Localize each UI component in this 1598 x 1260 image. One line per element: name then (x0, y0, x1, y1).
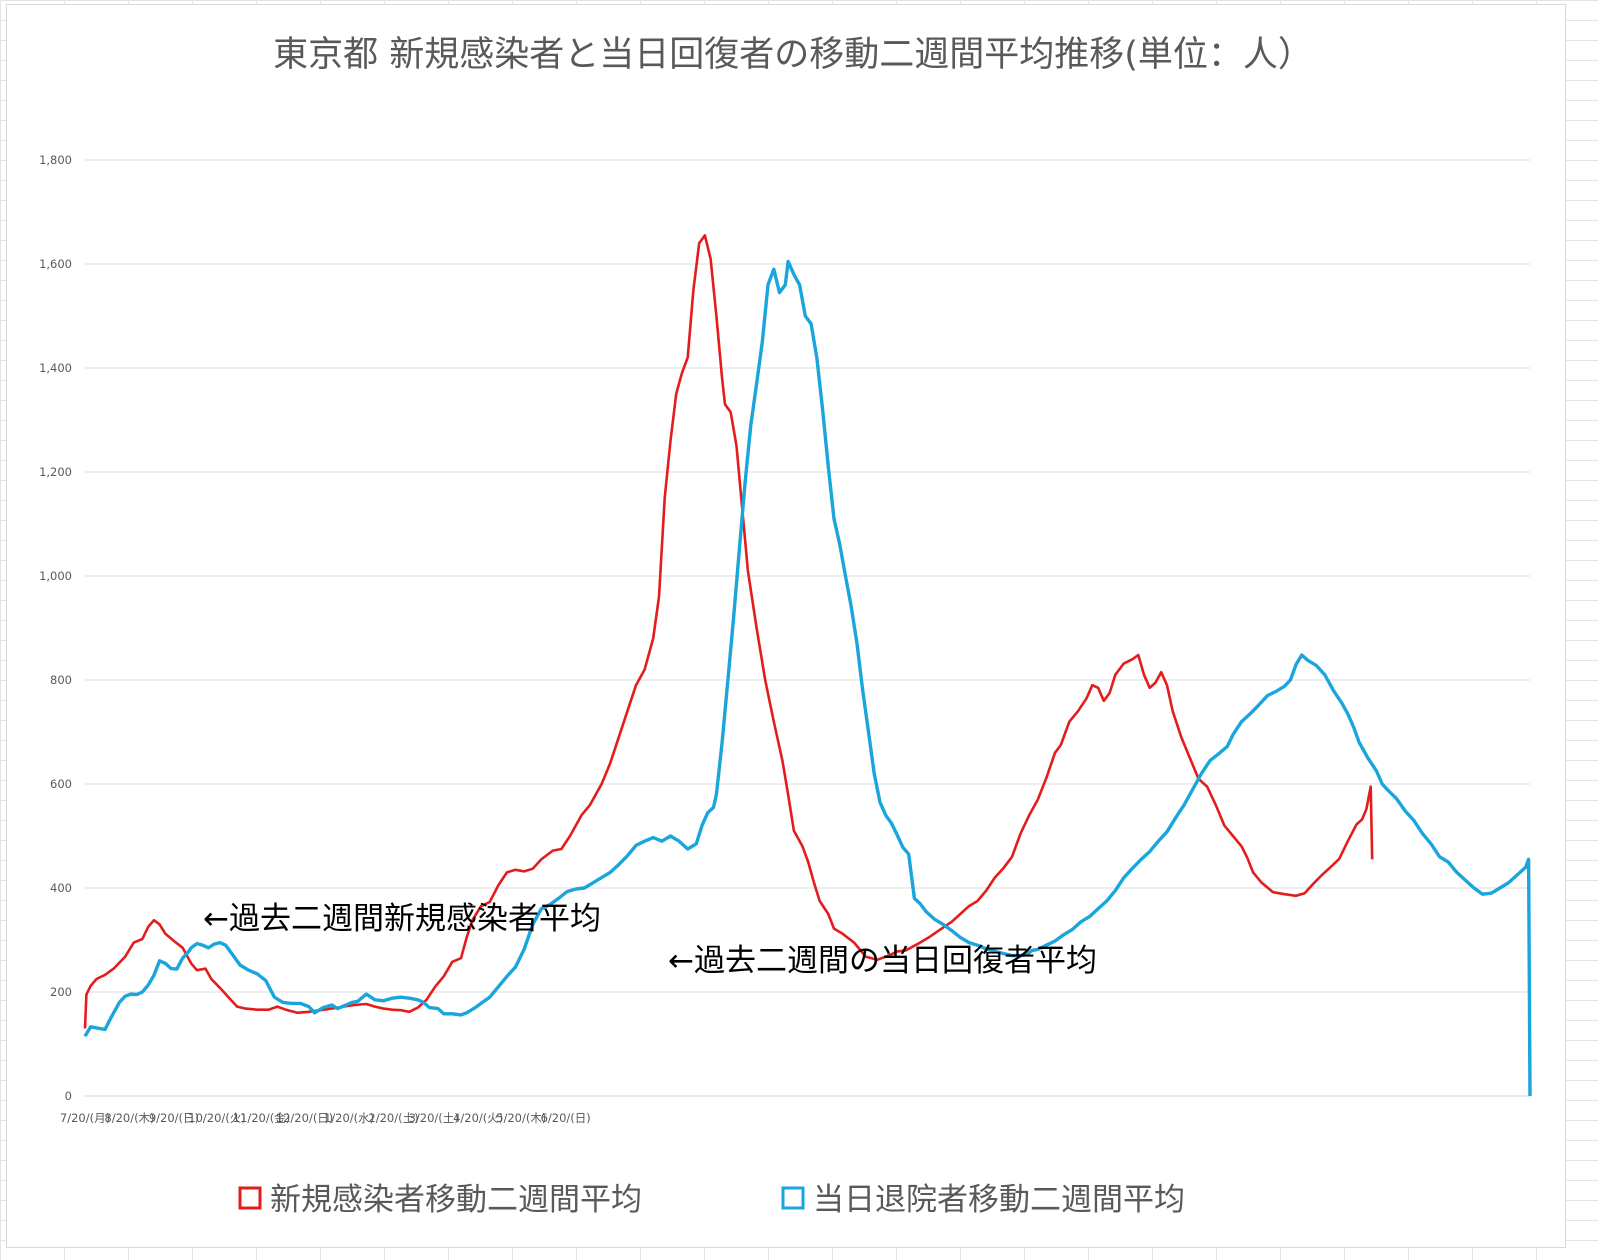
legend: 新規感染者移動二週間平均 当日退院者移動二週間平均 (238, 1182, 1185, 1218)
legend-marker-new-cases (238, 1186, 262, 1210)
y-tick-label: 1,200 (39, 465, 72, 479)
x-tick-label: 1/20/(水) (324, 1111, 374, 1125)
series-line-recovered (83, 259, 1532, 1097)
x-tick-label: 11/20/(金) (233, 1111, 291, 1125)
legend-label-recovered: 当日退院者移動二週間平均 (813, 1182, 1185, 1218)
y-tick-label: 0 (65, 1089, 72, 1103)
y-tick-label: 600 (50, 777, 72, 791)
series-line-new-cases (83, 234, 1374, 1029)
x-tick-label: 9/20/(日) (149, 1111, 199, 1125)
chart-title: 東京都 新規感染者と当日回復者の移動二週間平均推移(単位：人） (273, 35, 1313, 75)
y-tick-label: 1,400 (39, 361, 72, 375)
y-axis-tick-labels: 0 200 400 600 800 1,000 1,200 1,400 1,600 1,800 (39, 153, 72, 1103)
annotation-new-cases: ←過去二週間新規感染者平均 (203, 901, 601, 937)
x-tick-label: 8/20/(木) (104, 1111, 154, 1125)
y-tick-label: 800 (50, 673, 72, 687)
x-tick-label: 3/20/(土) (409, 1111, 459, 1125)
x-tick-label: 10/20/(火) (188, 1111, 246, 1125)
y-tick-label: 1,800 (39, 153, 72, 167)
annotation-recovered: ←過去二週間の当日回復者平均 (668, 943, 1097, 979)
legend-marker-recovered (781, 1186, 805, 1210)
x-axis-tick-labels: 7/20/(月)8/20/(木)9/20/(日)10/20/(火)11/20/(… (60, 1111, 591, 1125)
chart-area[interactable] (6, 4, 1566, 1248)
y-tick-label: 1,000 (39, 569, 72, 583)
x-tick-label: 12/20/(日) (276, 1111, 334, 1125)
y-tick-label: 400 (50, 881, 72, 895)
x-tick-label: 7/20/(月) (60, 1111, 110, 1125)
x-tick-label: 5/20/(木) (496, 1111, 546, 1125)
x-tick-label: 4/20/(火) (453, 1111, 503, 1125)
x-tick-label: 2/20/(土) (368, 1111, 418, 1125)
x-tick-label: 6/20/(日) (541, 1111, 591, 1125)
legend-label-new-cases: 新規感染者移動二週間平均 (270, 1182, 642, 1218)
y-tick-label: 1,600 (39, 257, 72, 271)
series-lines (83, 234, 1532, 1097)
gridlines (85, 159, 1530, 1097)
y-tick-label: 200 (50, 985, 72, 999)
